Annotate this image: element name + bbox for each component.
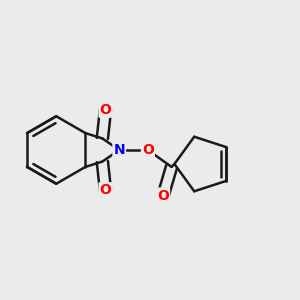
Text: O: O [157,189,169,202]
Text: O: O [100,103,111,117]
Text: O: O [142,143,154,157]
Text: O: O [100,183,111,197]
Text: N: N [113,143,125,157]
